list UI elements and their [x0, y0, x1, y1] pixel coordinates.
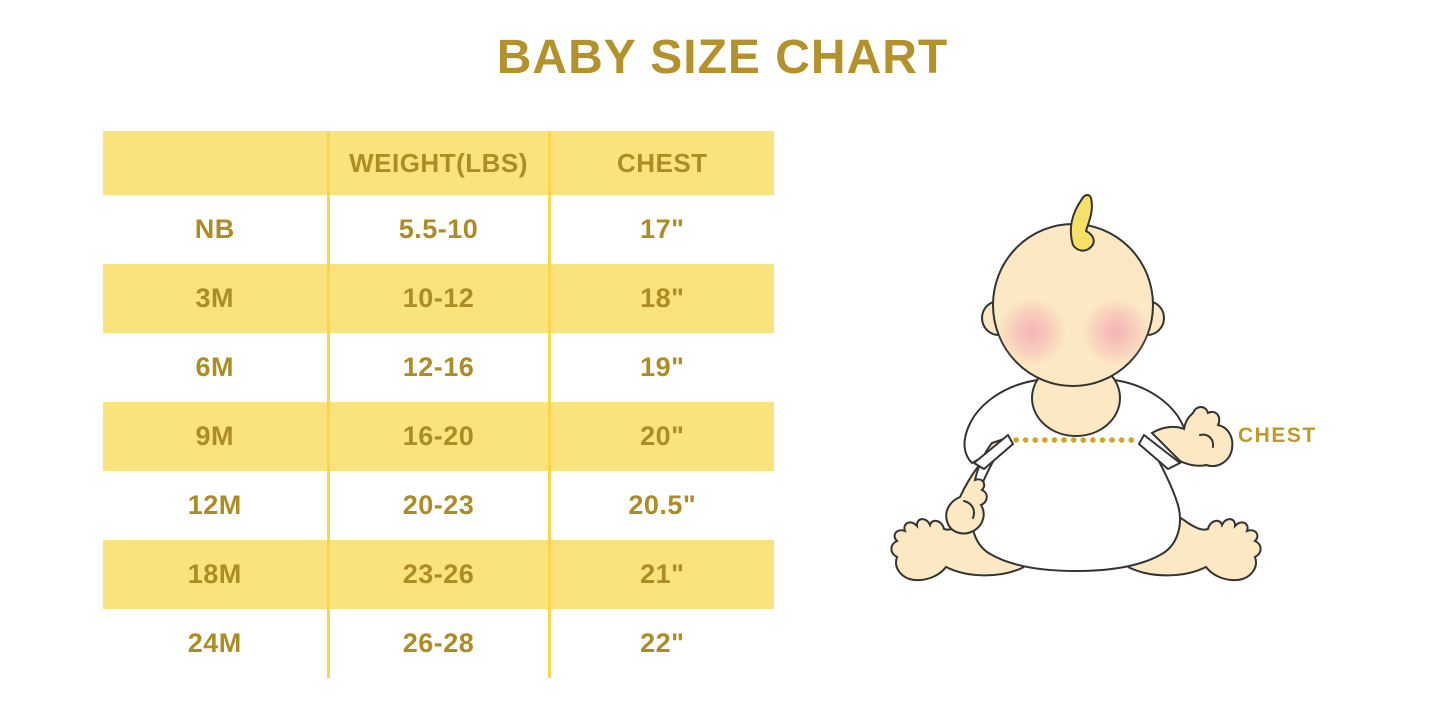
table-row: 9M 16-20 20"	[103, 402, 774, 471]
size-cell: 6M	[195, 352, 234, 382]
weight-cell: 5.5-10	[326, 195, 549, 264]
table-row: 18M 23-26 21"	[103, 540, 774, 609]
baby-hair-curl	[1069, 194, 1095, 252]
baby-fist-crease-right	[1199, 433, 1215, 448]
size-chart-table: WEIGHT(LBS) CHEST NB 5.5-10 17" 3M 10-12…	[103, 131, 774, 678]
page-title: BABY SIZE CHART	[496, 31, 949, 84]
table-row: 3M 10-12 18"	[103, 264, 774, 333]
chest-cell: 20.5"	[547, 471, 774, 540]
chest-cell: 22"	[547, 609, 774, 678]
weight-cell: 16-20	[326, 402, 549, 471]
baby-illustration: CHEST	[880, 185, 1340, 625]
baby-fist-crease-left	[963, 500, 975, 519]
baby-sleeve-flap-left	[973, 434, 1014, 470]
table-header-row: WEIGHT(LBS) CHEST	[103, 131, 774, 195]
weight-cell: 26-28	[326, 609, 549, 678]
header-weight: WEIGHT(LBS)	[326, 131, 549, 195]
weight-cell: 20-23	[326, 471, 549, 540]
chest-measurement-label: CHEST	[1238, 424, 1317, 447]
chest-cell: 17"	[547, 195, 774, 264]
baby-sleeve-flap-right	[1138, 434, 1181, 470]
size-cell: 12M	[187, 490, 242, 520]
weight-cell: 23-26	[326, 540, 549, 609]
table-row: 12M 20-23 20.5"	[103, 471, 774, 540]
baby-arm-left	[945, 438, 1005, 535]
table-row: 24M 26-28 22"	[103, 609, 774, 678]
weight-cell: 10-12	[326, 264, 549, 333]
table-row: NB 5.5-10 17"	[103, 195, 774, 264]
size-cell: 3M	[103, 264, 328, 333]
chest-cell: 19"	[547, 333, 774, 402]
weight-cell: 12-16	[326, 333, 549, 402]
baby-cheek-right	[1082, 298, 1150, 366]
chest-cell: 20"	[547, 402, 774, 471]
size-cell: 9M	[103, 402, 328, 471]
chest-cell: 21"	[547, 540, 774, 609]
header-size-blank	[103, 131, 328, 195]
header-chest: CHEST	[547, 131, 774, 195]
baby-cheek-left	[998, 298, 1066, 366]
baby-arm-right	[1150, 406, 1234, 467]
chest-cell: 18"	[547, 264, 774, 333]
table-row: 6M 12-16 19"	[103, 333, 774, 402]
size-cell: NB	[194, 214, 235, 244]
size-cell: 24M	[187, 628, 242, 658]
baby-figure-graphic	[890, 194, 1262, 582]
size-cell: 18M	[103, 540, 328, 609]
